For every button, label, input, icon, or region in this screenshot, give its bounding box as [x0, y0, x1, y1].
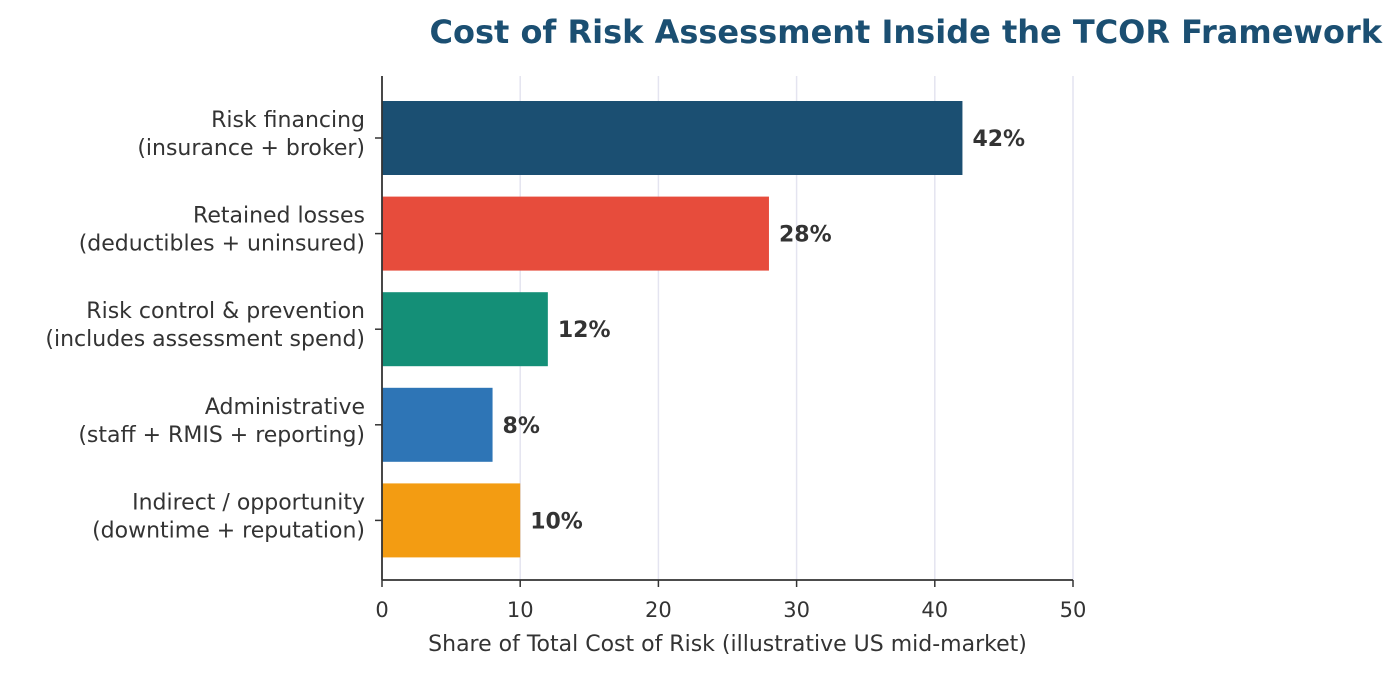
category-label: Risk control & prevention (includes asses… [45, 299, 365, 352]
bar [382, 196, 769, 271]
category-label-line: (staff + RMIS + reporting) [78, 423, 365, 448]
data-label: 8% [503, 414, 540, 439]
category-label-line: Administrative [205, 395, 365, 420]
data-label: 10% [530, 509, 583, 534]
x-tick-label: 10 [507, 598, 534, 622]
bar-layer [382, 101, 963, 558]
category-label-line: (downtime + reputation) [92, 518, 365, 543]
x-axis-label: Share of Total Cost of Risk (illustrativ… [428, 632, 1027, 657]
category-label-line: (includes assessment spend) [45, 327, 365, 352]
bar [382, 387, 493, 462]
category-label-line: (deductibles + uninsured) [79, 232, 365, 257]
bar [382, 483, 521, 558]
label-layer: 42% Risk financing (insurance + broker) 28%… [45, 108, 1086, 622]
x-tick-label: 40 [921, 598, 948, 622]
x-tick-label: 20 [645, 598, 672, 622]
bar [382, 101, 963, 175]
bar [382, 292, 548, 367]
data-label: 28% [779, 223, 832, 248]
x-tick-label: 0 [375, 598, 388, 622]
category-label: Indirect / opportunity (downtime + reputa… [92, 490, 365, 543]
category-label-line: Indirect / opportunity [132, 490, 365, 515]
category-label: Retained losses (deductibles + uninsured) [79, 204, 365, 257]
data-label: 42% [972, 127, 1025, 152]
category-label-line: Retained losses [193, 204, 365, 229]
chart-title: Cost of Risk Assessment Inside the TCOR … [429, 13, 1382, 51]
axis-layer [375, 76, 1074, 587]
category-label-line: (insurance + broker) [137, 136, 365, 161]
category-label: Risk financing (insurance + broker) [137, 108, 365, 161]
category-label-line: Risk financing [211, 108, 365, 133]
data-label: 12% [558, 318, 611, 343]
x-tick-label: 30 [783, 598, 810, 622]
category-label-line: Risk control & prevention [86, 299, 365, 324]
x-tick-label: 50 [1060, 598, 1087, 622]
category-label: Administrative (staff + RMIS + reporting) [78, 395, 365, 448]
